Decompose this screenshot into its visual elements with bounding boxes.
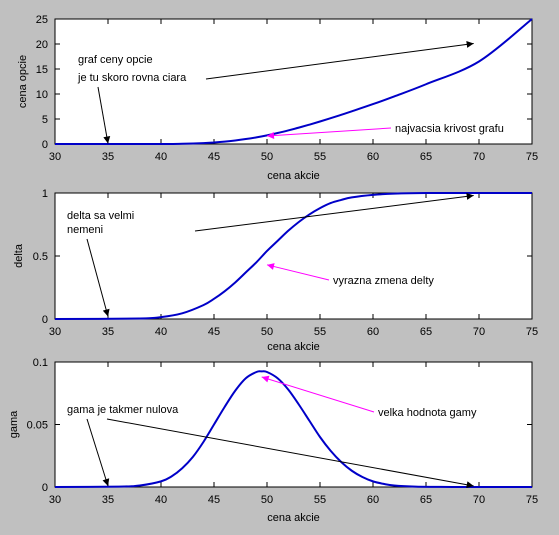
y-tick-labels: 0 0.05 0.1 xyxy=(27,357,48,494)
x-tick-label: 35 xyxy=(102,151,114,163)
annotation-arrow xyxy=(86,238,110,317)
chart-panel-gamma: 30 35 40 45 50 55 60 65 70 75 0 0.05 0.1 cena akcie… xyxy=(8,357,538,524)
x-tick-label: 40 xyxy=(155,151,167,163)
y-tick-labels: 00.51 xyxy=(33,188,48,326)
x-tick-label: 60 xyxy=(367,494,379,506)
plot-area xyxy=(54,361,533,488)
x-tick-label: 45 xyxy=(208,326,220,338)
y-tick-label: 0.05 xyxy=(27,420,48,432)
y-axis-label: gama xyxy=(8,410,20,438)
annotation-arrow xyxy=(266,127,392,140)
x-tick-label: 50 xyxy=(261,494,273,506)
y-tick-label: 0.5 xyxy=(33,251,48,263)
x-tick-label: 75 xyxy=(526,151,538,163)
x-tick-label: 70 xyxy=(473,326,485,338)
y-tick-label: 5 xyxy=(42,114,48,126)
annotation-arrow xyxy=(266,263,330,281)
y-tick-label: 25 xyxy=(36,14,48,26)
annotation-text-line: velka hodnota gamy xyxy=(378,407,477,419)
x-axis-label: cena akcie xyxy=(267,512,320,524)
annotation-text-line: vyrazna zmena delty xyxy=(333,275,434,287)
annotations: delta sa velmi nemeni vyrazna zmena delt… xyxy=(67,192,474,317)
y-tick-label: 15 xyxy=(36,64,48,76)
annotation-text-line: gama je takmer nulova xyxy=(67,404,179,416)
annotation-text-line: najvacsia krivost grafu xyxy=(395,123,504,135)
annotation-arrow xyxy=(205,40,474,80)
x-tick-label: 65 xyxy=(420,326,432,338)
x-tick-label: 75 xyxy=(526,494,538,506)
y-axis-label: cena opcie xyxy=(17,55,29,108)
y-tick-label: 1 xyxy=(42,188,48,200)
x-tick-label: 65 xyxy=(420,494,432,506)
annotation-arrow xyxy=(261,375,375,413)
x-tick-label: 60 xyxy=(367,326,379,338)
x-tick-label: 35 xyxy=(102,326,114,338)
annotation-text-line: nemeni xyxy=(67,224,103,236)
x-tick-label: 55 xyxy=(314,151,326,163)
y-tick-label: 20 xyxy=(36,39,48,51)
x-tick-label: 45 xyxy=(208,151,220,163)
x-tick-labels: 30 35 40 45 50 55 60 65 70 75 xyxy=(49,326,538,338)
x-tick-label: 40 xyxy=(155,326,167,338)
x-tick-label: 55 xyxy=(314,494,326,506)
annotation-text-line: delta sa velmi xyxy=(67,210,134,222)
x-tick-label: 60 xyxy=(367,151,379,163)
annotation-arrow xyxy=(194,192,474,232)
annotation-text-line: je tu skoro rovna ciara xyxy=(77,72,187,84)
annotations: graf ceny opcie je tu skoro rovna ciara … xyxy=(77,40,504,144)
series-line xyxy=(54,370,533,489)
plot-area xyxy=(54,18,533,145)
x-tick-labels: 30 35 40 45 50 55 60 65 70 75 xyxy=(49,494,538,506)
x-tick-label: 75 xyxy=(526,326,538,338)
y-tick-labels: 0 5 10 15 20 25 xyxy=(36,14,48,151)
chart-panel-price: 30 35 40 45 50 55 60 65 70 75 0 5 10 15 20 25 cena akc… xyxy=(17,14,538,182)
x-tick-label: 50 xyxy=(261,326,273,338)
series-line xyxy=(54,18,533,145)
y-axis-label: delta xyxy=(13,243,25,268)
annotation-arrow xyxy=(86,418,110,487)
plot-area xyxy=(54,192,533,320)
x-tick-label: 40 xyxy=(155,494,167,506)
annotation-arrow xyxy=(97,86,111,144)
y-tick-label: 0 xyxy=(42,314,48,326)
x-tick-label: 50 xyxy=(261,151,273,163)
x-axis-label: cena akcie xyxy=(267,170,320,182)
y-tick-label: 0.1 xyxy=(33,357,48,369)
annotations: gama je takmer nulova velka hodnota gamy xyxy=(67,375,477,489)
x-tick-label: 55 xyxy=(314,326,326,338)
series-line xyxy=(54,191,532,320)
x-tick-label: 35 xyxy=(102,494,114,506)
x-tick-label: 30 xyxy=(49,151,61,163)
y-tick-label: 0 xyxy=(42,139,48,151)
annotation-text-line: graf ceny opcie xyxy=(78,54,153,66)
x-tick-labels: 30 35 40 45 50 55 60 65 70 75 xyxy=(49,151,538,163)
x-axis-label: cena akcie xyxy=(267,341,320,353)
x-tick-label: 45 xyxy=(208,494,220,506)
x-tick-label: 30 xyxy=(49,494,61,506)
x-tick-label: 30 xyxy=(49,326,61,338)
chart-panel-delta: 30 35 40 45 50 55 60 65 70 75 00.51 cena akcie de… xyxy=(13,188,538,353)
annotation-arrow xyxy=(106,418,474,489)
x-tick-label: 70 xyxy=(473,151,485,163)
x-tick-label: 70 xyxy=(473,494,485,506)
x-tick-label: 65 xyxy=(420,151,432,163)
y-tick-label: 10 xyxy=(36,89,48,101)
y-tick-label: 0 xyxy=(42,482,48,494)
